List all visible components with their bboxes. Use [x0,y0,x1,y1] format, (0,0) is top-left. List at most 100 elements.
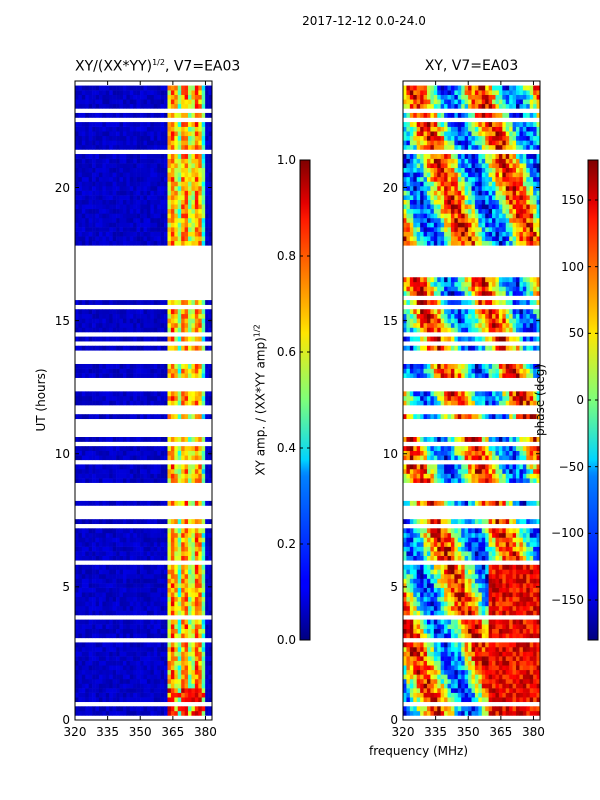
phase-cell [526,646,531,652]
amplitude-cell [126,213,131,219]
amplitude-cell [105,395,110,401]
amplitude-cell [122,391,127,397]
amplitude-cell [157,601,161,607]
amplitude-cell [119,541,124,547]
amplitude-cell [146,345,151,351]
amplitude-cell [126,619,131,625]
amplitude-cell [98,181,103,187]
amplitude-cell [188,541,192,547]
amplitude-cell [188,176,192,182]
amplitude-cell [75,651,79,657]
amplitude-cell [188,610,192,616]
amplitude-cell [174,660,179,666]
amplitude-cell [150,532,155,538]
amplitude-cell [205,706,209,712]
amplitude-cell [85,478,89,483]
phase-cell [536,583,541,588]
amplitude-cell [95,236,100,242]
phase-cell [516,692,520,698]
phase-cell [495,669,500,675]
amplitude-cell [98,85,103,91]
amplitude-cell [92,578,96,584]
amplitude-cell [92,373,96,378]
amplitude-cell [146,546,151,552]
amplitude-cell [198,309,203,315]
amplitude-cell [164,573,168,579]
amplitude-cell [98,231,103,237]
amplitude-cell [177,414,182,420]
amplitude-cell [188,605,192,611]
phase-cell [474,619,479,625]
phase-cell [505,674,510,680]
amplitude-cell [164,181,168,187]
amplitude-cell [85,172,89,178]
amplitude-cell [105,651,110,657]
amplitude-cell [160,176,165,182]
amplitude-cell [116,190,120,196]
amplitude-cell [208,651,213,657]
phase-cell [536,619,541,625]
amplitude-cell [85,683,89,689]
amplitude-cell [150,231,155,237]
amplitude-cell [205,154,209,159]
amplitude-cell [126,710,131,716]
amplitude-cell [105,464,110,470]
phase-cell [471,674,476,680]
amplitude-cell [153,231,158,237]
phase-cell [512,642,517,648]
amplitude-cell [164,368,168,374]
phase-cell [529,688,534,693]
amplitude-cell [198,158,203,164]
amplitude-cell [109,478,113,483]
phase-cell [485,656,489,661]
amplitude-cell [122,112,127,118]
amplitude-cell [129,103,134,109]
amplitude-cell [164,391,168,397]
amplitude-cell [174,208,179,214]
amplitude-cell [164,199,168,205]
amplitude-cell [150,172,155,178]
amplitude-cell [198,706,203,712]
amplitude-cell [170,154,175,159]
phase-cell [512,665,517,671]
amplitude-cell [102,697,107,703]
phase-cell [454,674,459,680]
amplitude-cell [136,400,141,406]
amplitude-cell [177,551,182,556]
amplitude-cell [116,532,120,538]
amplitude-cell [143,236,148,242]
amplitude-cell [116,697,120,703]
amplitude-cell [146,697,151,703]
amplitude-cell [164,665,168,671]
amplitude-cell [85,710,89,716]
amplitude-cell [188,199,192,205]
amplitude-cell [150,546,155,552]
amplitude-cell [201,213,206,219]
phase-cell [413,688,418,693]
phase-cell [457,596,462,602]
amplitude-cell [194,327,199,333]
amplitude-cell [75,528,79,534]
amplitude-cell [136,601,141,607]
amplitude-cell [184,391,189,397]
amplitude-cell [174,158,179,164]
amplitude-cell [146,327,151,333]
phase-cell [464,660,469,666]
amplitude-cell [78,697,83,703]
phase-cell [457,587,462,593]
amplitude-cell [78,569,83,575]
amplitude-cell [143,528,148,534]
amplitude-cell [140,313,144,319]
phase-cell [492,596,496,602]
amplitude-cell [112,551,117,556]
phase-cell [498,601,503,607]
amplitude-cell [112,710,117,716]
phase-cell [403,569,407,575]
phase-cell [512,683,517,689]
amplitude-cell [78,455,83,461]
amplitude-cell [88,519,93,525]
phase-cell [512,651,517,657]
amplitude-cell [143,363,148,369]
amplitude-cell [112,642,117,648]
amplitude-cell [146,592,151,598]
